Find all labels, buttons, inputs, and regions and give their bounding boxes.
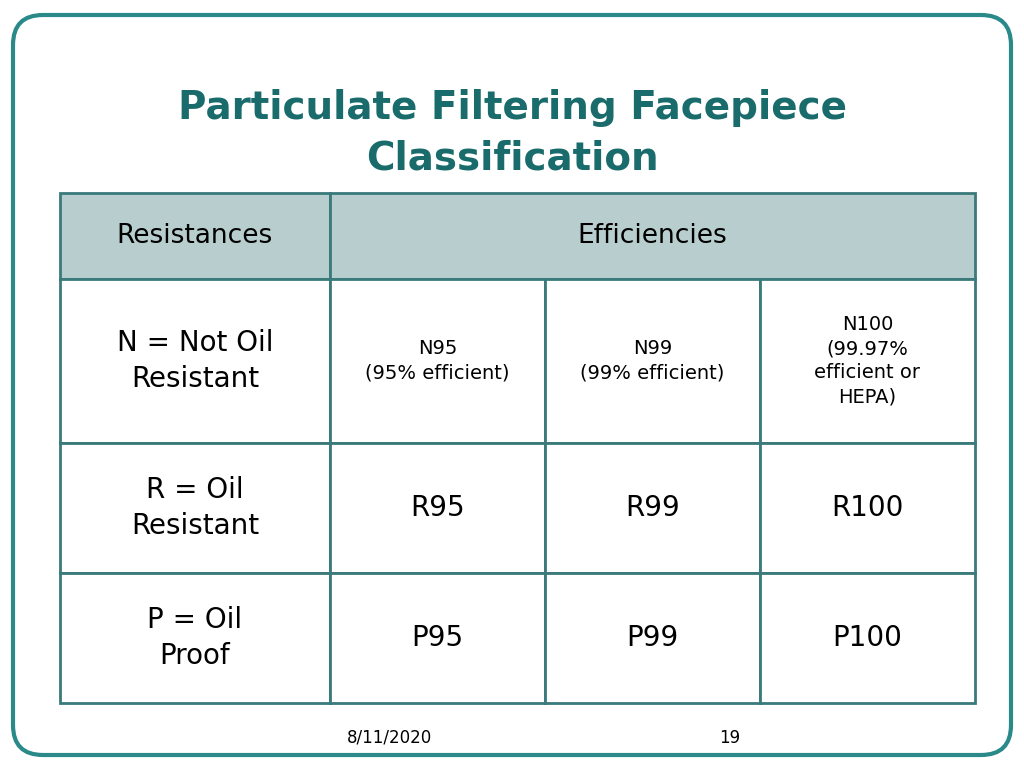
Text: N100
(99.97%
efficient or
HEPA): N100 (99.97% efficient or HEPA): [814, 315, 921, 407]
Bar: [60, 573, 330, 703]
Bar: [545, 443, 760, 573]
Text: Classification: Classification: [366, 139, 658, 177]
Bar: [760, 443, 975, 573]
Bar: [545, 573, 760, 703]
FancyBboxPatch shape: [13, 15, 1011, 755]
Text: Particulate Filtering Facepiece: Particulate Filtering Facepiece: [177, 89, 847, 127]
Bar: [60, 279, 330, 443]
Text: P100: P100: [833, 624, 902, 652]
Text: P = Oil
Proof: P = Oil Proof: [147, 606, 243, 670]
Text: 8/11/2020: 8/11/2020: [347, 729, 432, 747]
Bar: [330, 443, 545, 573]
Text: P95: P95: [412, 624, 464, 652]
Bar: [60, 443, 330, 573]
Text: 19: 19: [720, 729, 740, 747]
Text: N = Not Oil
Resistant: N = Not Oil Resistant: [117, 329, 273, 392]
Text: Efficiencies: Efficiencies: [578, 223, 727, 249]
Text: Resistances: Resistances: [117, 223, 273, 249]
Bar: [330, 279, 545, 443]
Bar: [60, 193, 330, 279]
Bar: [760, 573, 975, 703]
Text: N99
(99% efficient): N99 (99% efficient): [581, 339, 725, 382]
Bar: [330, 573, 545, 703]
Text: P99: P99: [627, 624, 679, 652]
Bar: [760, 279, 975, 443]
Text: R95: R95: [411, 494, 465, 522]
Text: N95
(95% efficient): N95 (95% efficient): [366, 339, 510, 382]
Text: R = Oil
Resistant: R = Oil Resistant: [131, 476, 259, 540]
Text: R99: R99: [625, 494, 680, 522]
Text: R100: R100: [831, 494, 903, 522]
Bar: [545, 279, 760, 443]
Bar: [330, 193, 975, 279]
